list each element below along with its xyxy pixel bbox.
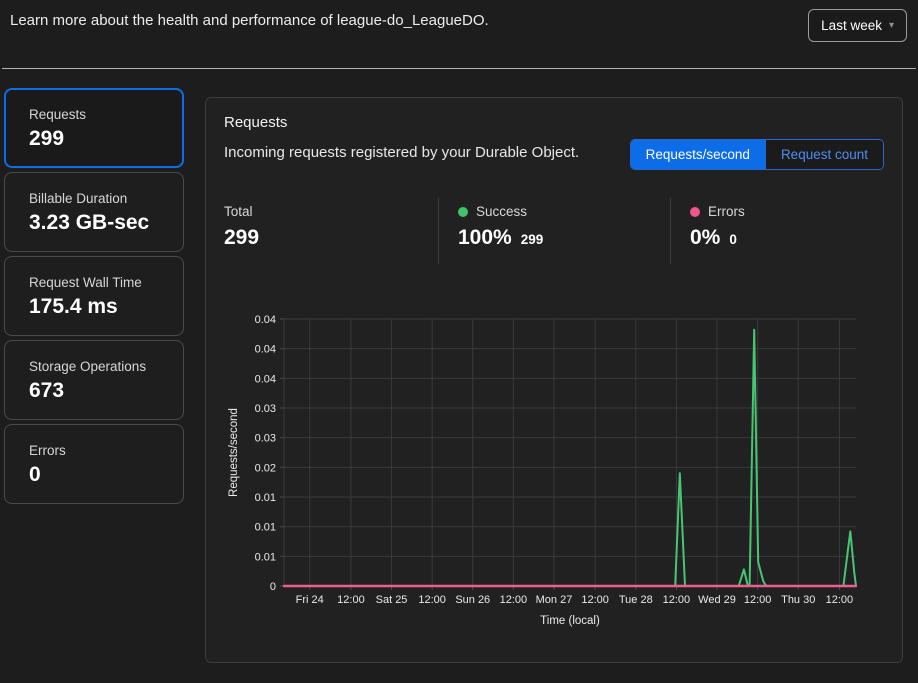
stat-value: 0%: [690, 226, 721, 249]
chevron-down-icon: ▾: [888, 20, 894, 31]
stat-success: Success 100% 299: [438, 198, 670, 264]
metric-label: Requests: [29, 107, 87, 122]
svg-text:0.03: 0.03: [255, 433, 276, 445]
svg-text:0.03: 0.03: [255, 403, 276, 415]
svg-text:12:00: 12:00: [418, 594, 446, 606]
svg-text:Tue 28: Tue 28: [619, 594, 653, 606]
svg-text:12:00: 12:00: [500, 594, 528, 606]
sidebar-metric-card-storage-operations[interactable]: Storage Operations 673: [4, 340, 184, 420]
page-title: Learn more about the health and performa…: [10, 12, 489, 29]
sidebar-metric-card-billable-duration[interactable]: Billable Duration 3.23 GB-sec: [4, 172, 184, 252]
svg-text:0.01: 0.01: [255, 522, 276, 534]
metric-value: 175.4 ms: [29, 295, 118, 318]
svg-text:12:00: 12:00: [826, 594, 854, 606]
metric-label: Errors: [29, 443, 66, 458]
stats-row: Total 299 Success 100% 299 Errors 0% 0: [224, 198, 884, 264]
stat-label-row: Success: [458, 204, 670, 219]
stat-errors: Errors 0% 0: [670, 198, 884, 264]
requests-chart: 0 0.01 0.01 0.01 0.02 0.03 0.03 0.04 0.04 0.04 Fri…: [224, 298, 886, 638]
svg-text:0.04: 0.04: [255, 344, 276, 356]
time-range-dropdown[interactable]: Last week ▾: [808, 9, 907, 42]
stat-value-row: 100% 299: [458, 226, 670, 250]
toggle-request-count[interactable]: Request count: [764, 140, 883, 169]
panel-title: Requests: [224, 114, 288, 131]
metric-label: Billable Duration: [29, 191, 128, 206]
svg-text:Wed 29: Wed 29: [698, 594, 736, 606]
metric-value: 0: [29, 463, 41, 486]
stat-label-row: Errors: [690, 204, 884, 219]
success-dot-icon: [458, 206, 468, 217]
metric-value: 673: [29, 379, 65, 402]
svg-text:12:00: 12:00: [581, 594, 609, 606]
header-divider: [2, 68, 916, 69]
metric-value: 3.23 GB-sec: [29, 211, 150, 234]
svg-text:Sat 25: Sat 25: [376, 594, 408, 606]
svg-text:12:00: 12:00: [744, 594, 772, 606]
stat-count: 0: [729, 232, 737, 247]
stat-value-row: 299: [224, 226, 438, 250]
svg-text:0.01: 0.01: [255, 492, 276, 504]
stat-value: 299: [224, 226, 260, 249]
chart-mode-toggle: Requests/second Request count: [629, 139, 884, 170]
stat-label: Errors: [708, 204, 745, 219]
metrics-sidebar: Requests 299 Billable Duration 3.23 GB-sec R…: [4, 88, 184, 508]
svg-text:Requests/second: Requests/second: [228, 408, 240, 497]
sidebar-metric-card-errors[interactable]: Errors 0: [4, 424, 184, 504]
svg-text:12:00: 12:00: [337, 594, 365, 606]
panel-description: Incoming requests registered by your Dur…: [224, 144, 580, 161]
metric-label: Request Wall Time: [29, 275, 142, 290]
sidebar-metric-card-requests[interactable]: Requests 299: [4, 88, 184, 168]
stat-label: Total: [224, 204, 253, 219]
stat-value-row: 0% 0: [690, 226, 884, 250]
svg-text:0: 0: [270, 581, 276, 593]
errors-dot-icon: [690, 206, 700, 217]
svg-text:Time (local): Time (local): [540, 615, 600, 627]
time-range-label: Last week: [821, 18, 882, 33]
svg-text:0.01: 0.01: [255, 551, 276, 563]
stat-total: Total 299: [224, 198, 438, 264]
sidebar-metric-card-request-wall-time[interactable]: Request Wall Time 175.4 ms: [4, 256, 184, 336]
toggle-requests-second[interactable]: Requests/second: [630, 140, 765, 169]
stat-value: 100%: [458, 226, 512, 249]
svg-text:Fri 24: Fri 24: [296, 594, 324, 606]
svg-text:0.04: 0.04: [255, 314, 276, 326]
svg-text:Sun 26: Sun 26: [455, 594, 490, 606]
svg-text:Mon 27: Mon 27: [536, 594, 573, 606]
metric-value: 299: [29, 127, 65, 150]
stat-count: 299: [520, 232, 544, 247]
metric-label: Storage Operations: [29, 359, 147, 374]
stat-label: Success: [476, 204, 528, 219]
svg-text:Thu 30: Thu 30: [781, 594, 815, 606]
line-chart-svg: 0 0.01 0.01 0.01 0.02 0.03 0.03 0.04 0.04 0.04 Fri…: [228, 314, 858, 627]
stat-label-row: Total: [224, 204, 438, 219]
svg-text:12:00: 12:00: [663, 594, 691, 606]
requests-panel: Requests Incoming requests registered by…: [205, 97, 903, 663]
svg-text:0.02: 0.02: [255, 462, 276, 474]
svg-text:0.04: 0.04: [255, 373, 276, 385]
